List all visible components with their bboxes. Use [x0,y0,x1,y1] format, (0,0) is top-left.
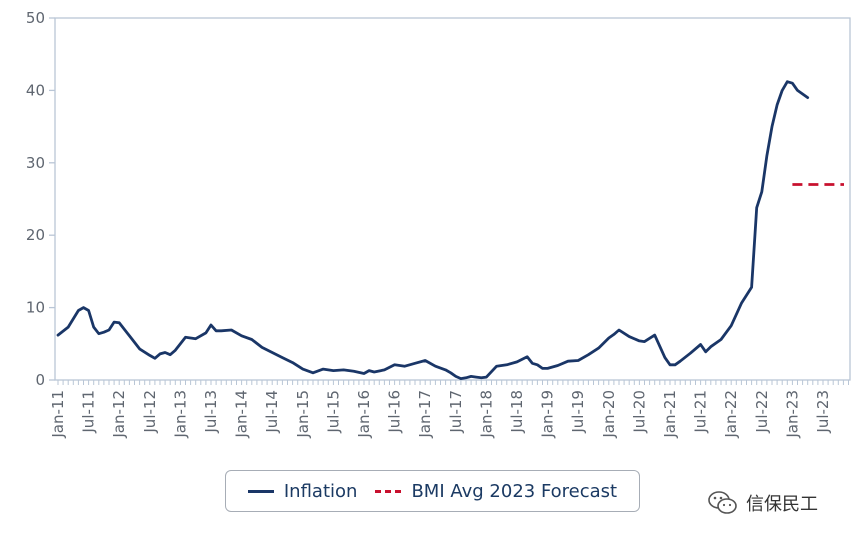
x-tick-label: Jan-21 [661,390,679,439]
plot-area [54,17,851,381]
x-tick-label: Jan-12 [110,390,128,439]
watermark: 信保民工 [708,490,818,516]
legend-item-forecast[interactable]: BMI Avg 2023 Forecast [375,481,617,502]
y-axis: 0 10 20 30 40 50 [26,9,55,389]
x-tick-label: Jan-20 [600,390,618,439]
y-tick-label: 40 [26,81,45,99]
y-tick-label: 0 [35,371,45,389]
y-tick-label: 30 [26,154,45,172]
series-layer [56,80,844,381]
x-tick-label: Jan-17 [416,390,434,439]
legend-label-inflation: Inflation [283,480,358,502]
forecast-swatch [375,489,402,493]
x-tick-label: Jan-19 [539,390,557,439]
x-tick-label: Jan-18 [477,390,495,439]
y-tick-label: 50 [26,9,45,27]
plot-border [54,17,851,381]
y-tick-label: 20 [26,226,45,244]
x-tick-label: Jan-14 [233,390,251,439]
x-tick-label: Jul-16 [386,390,404,434]
x-tick-label: Jan-23 [783,390,801,439]
x-tick-label: Jul-11 [80,390,98,434]
x-tick-label: Jul-21 [692,390,710,434]
x-tick-label: Jul-19 [569,390,587,434]
x-tick-label: Jul-14 [263,390,281,434]
x-tick-label: Jul-23 [814,390,832,434]
x-tick-label: Jul-15 [324,390,342,434]
inflation-line [56,80,810,381]
watermark-text: 信保民工 [746,494,818,515]
x-tick-label: Jan-15 [294,390,312,439]
x-tick-label: Jan-13 [171,390,189,439]
x-tick-label: Jan-11 [49,390,67,439]
x-tick-label: Jul-18 [508,390,526,434]
legend-label-forecast: BMI Avg 2023 Forecast [411,480,618,502]
x-tick-label: Jul-22 [753,390,771,434]
x-tick-label: Jan-22 [722,390,740,439]
legend: Inflation BMI Avg 2023 Forecast [225,470,640,512]
inflation-swatch [247,489,274,493]
x-tick-label: Jul-12 [141,390,159,434]
legend-item-inflation[interactable]: Inflation [247,480,358,502]
x-tick-label: Jan-16 [355,390,373,439]
x-axis: Jan-11 Jul-11 Jan-12 Jul-12 Jan-13 Jul-13 Jan-… [49,380,849,439]
y-tick-label: 10 [26,299,45,317]
wechat-icon [708,491,737,514]
x-tick-label: Jul-20 [630,390,648,434]
x-tick-label: Jul-17 [447,390,465,434]
x-tick-label: Jul-13 [202,390,220,434]
